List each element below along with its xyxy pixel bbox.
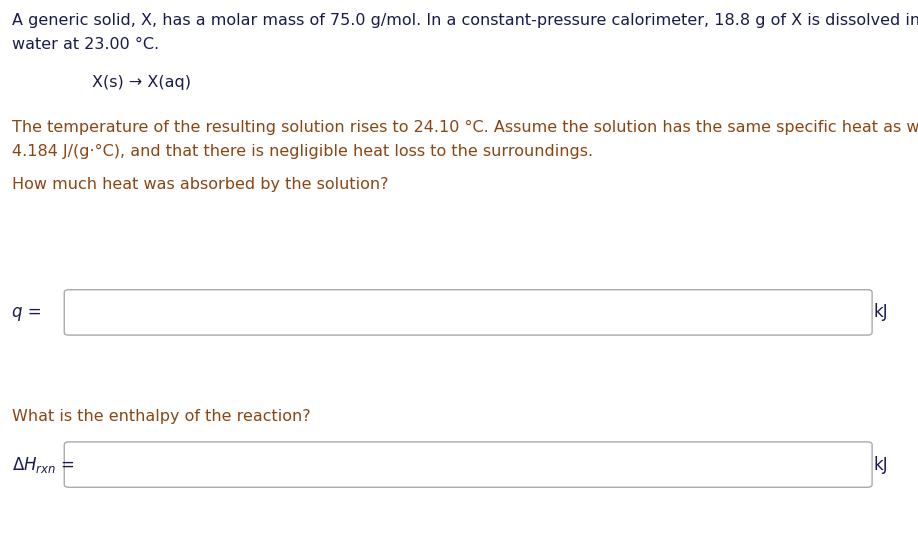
Text: X(s) → X(aq): X(s) → X(aq) — [92, 75, 191, 90]
FancyBboxPatch shape — [64, 289, 872, 335]
Text: $\Delta H_{\mathit{rxn}}$ =: $\Delta H_{\mathit{rxn}}$ = — [12, 454, 74, 475]
Text: kJ: kJ — [874, 456, 889, 474]
Text: A generic solid, X, has a molar mass of 75.0 g/mol. In a constant-pressure calor: A generic solid, X, has a molar mass of … — [12, 13, 918, 28]
Text: kJ: kJ — [874, 303, 889, 321]
Text: q =: q = — [12, 303, 41, 321]
Text: How much heat was absorbed by the solution?: How much heat was absorbed by the soluti… — [12, 177, 388, 192]
Text: 4.184 J/(g·°C), and that there is negligible heat loss to the surroundings.: 4.184 J/(g·°C), and that there is neglig… — [12, 144, 593, 159]
Text: What is the enthalpy of the reaction?: What is the enthalpy of the reaction? — [12, 409, 310, 423]
FancyBboxPatch shape — [64, 442, 872, 487]
Text: The temperature of the resulting solution rises to 24.10 °C. Assume the solution: The temperature of the resulting solutio… — [12, 120, 918, 135]
Text: water at 23.00 °C.: water at 23.00 °C. — [12, 37, 159, 52]
